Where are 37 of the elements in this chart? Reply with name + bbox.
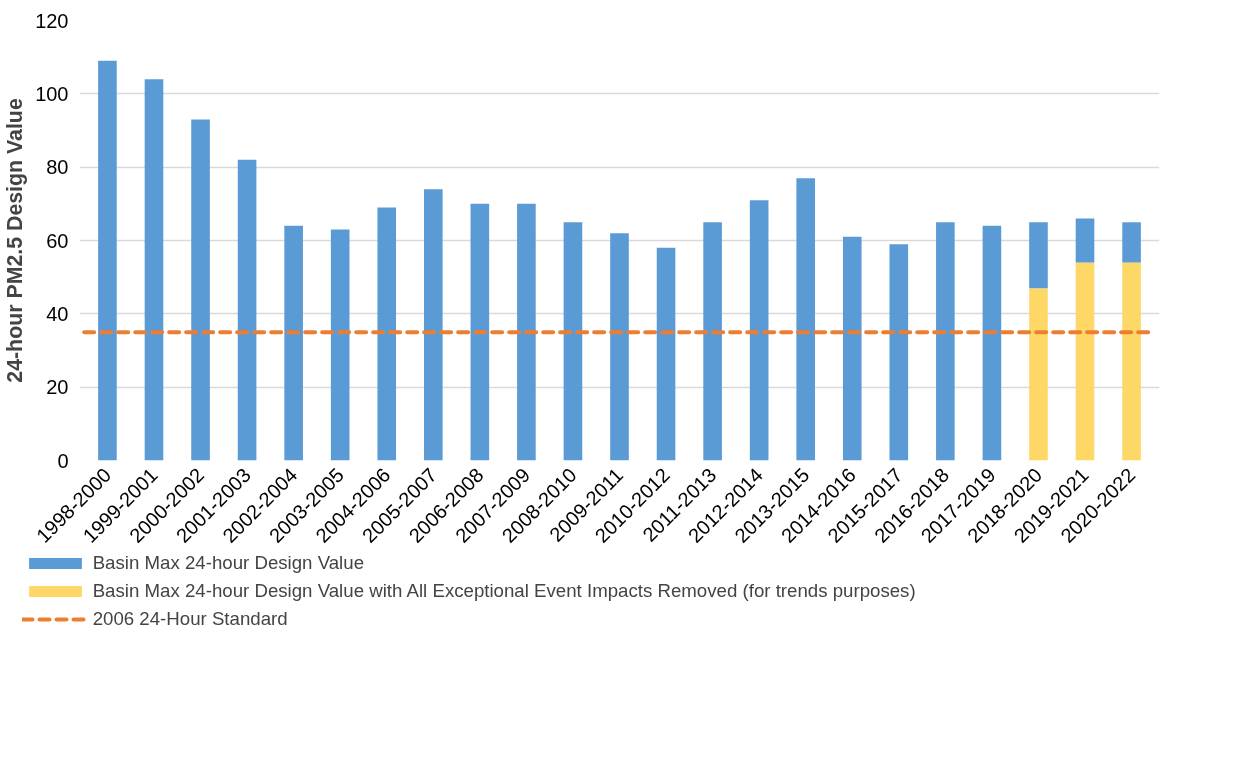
bar bbox=[889, 244, 909, 461]
bar bbox=[1122, 222, 1141, 263]
bar bbox=[1029, 222, 1048, 289]
y-tick-label: 20 bbox=[46, 376, 69, 399]
bar bbox=[936, 222, 955, 461]
bar bbox=[1122, 262, 1141, 461]
y-axis-title: 24-hour PM2.5 Design Value bbox=[3, 98, 28, 383]
bar bbox=[470, 203, 490, 461]
bar bbox=[703, 222, 722, 461]
bar bbox=[98, 60, 117, 461]
y-tick-label: 60 bbox=[46, 229, 69, 252]
bar bbox=[191, 119, 210, 461]
y-tick-label: 120 bbox=[35, 9, 69, 32]
legend-label: Basin Max 24-hour Design Value with All Exceptional Event Impacts Removed (for trends purposes) bbox=[92, 580, 916, 602]
bar bbox=[377, 207, 397, 461]
bar bbox=[144, 79, 164, 461]
bar bbox=[517, 203, 536, 461]
bar bbox=[237, 159, 257, 461]
bar bbox=[982, 225, 1002, 461]
bar bbox=[1075, 262, 1095, 461]
y-tick-label: 80 bbox=[46, 156, 69, 179]
y-tick-label: 0 bbox=[57, 449, 69, 472]
bar bbox=[842, 236, 862, 461]
bar bbox=[284, 225, 303, 461]
bar bbox=[423, 189, 443, 461]
bar bbox=[1029, 288, 1048, 461]
bar bbox=[610, 233, 629, 461]
bar bbox=[563, 222, 583, 461]
bar bbox=[330, 229, 350, 461]
y-tick-label: 40 bbox=[46, 302, 69, 325]
legend-label: 2006 24-Hour Standard bbox=[92, 608, 288, 630]
y-tick-label: 100 bbox=[35, 82, 69, 105]
bar bbox=[1075, 218, 1095, 263]
legend-label: Basin Max 24-hour Design Value bbox=[92, 552, 365, 574]
bar bbox=[656, 247, 676, 461]
bar bbox=[796, 178, 816, 461]
bar bbox=[749, 200, 769, 461]
